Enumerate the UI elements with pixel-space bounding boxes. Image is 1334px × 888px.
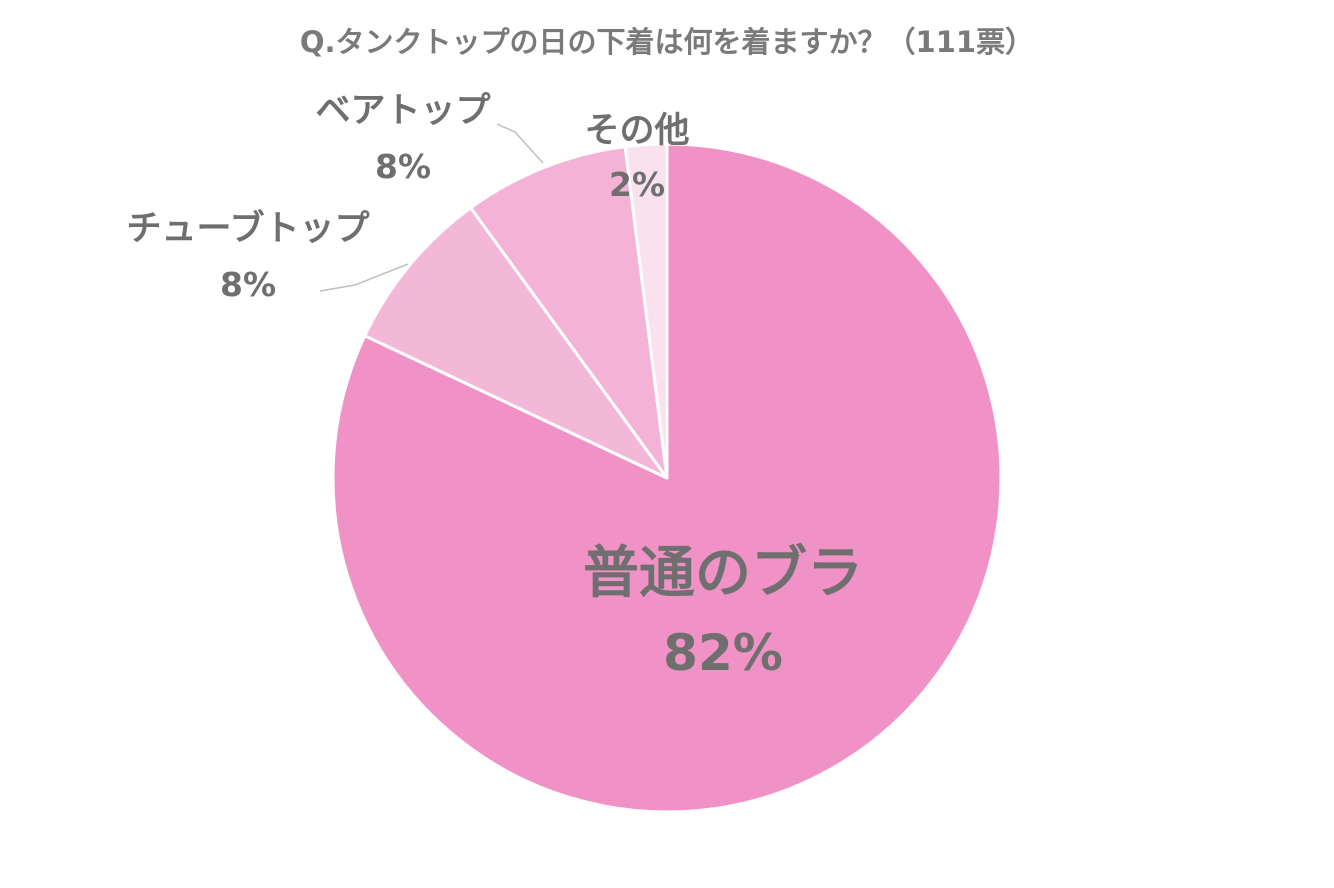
- slice-3-value-label: 8%: [375, 147, 431, 186]
- slice-4-wedge: [623, 142, 669, 480]
- slice-1-value-label: 82%: [663, 624, 783, 682]
- slice-3-category-label: ベアトップ: [315, 91, 490, 131]
- slice-2-wedge: [363, 206, 669, 480]
- leader-lines: [319, 123, 544, 292]
- slice-2-leader-line: [319, 263, 409, 292]
- slice-2-category-label: チューブトップ: [127, 208, 370, 249]
- slice-3-leader-line: [496, 123, 544, 164]
- slice-1-category-label: 普通のブラ: [583, 541, 863, 606]
- slice-3-wedge: [469, 145, 669, 480]
- slice-2-value-label: 8%: [220, 265, 276, 304]
- slice-4-value-label: 2%: [609, 165, 665, 204]
- pie-slices: [331, 142, 1003, 814]
- chart-title: Q.タンクトップの日の下着は何を着ますか？（111票）: [300, 25, 1034, 59]
- slice-4-category-label: その他: [584, 111, 689, 151]
